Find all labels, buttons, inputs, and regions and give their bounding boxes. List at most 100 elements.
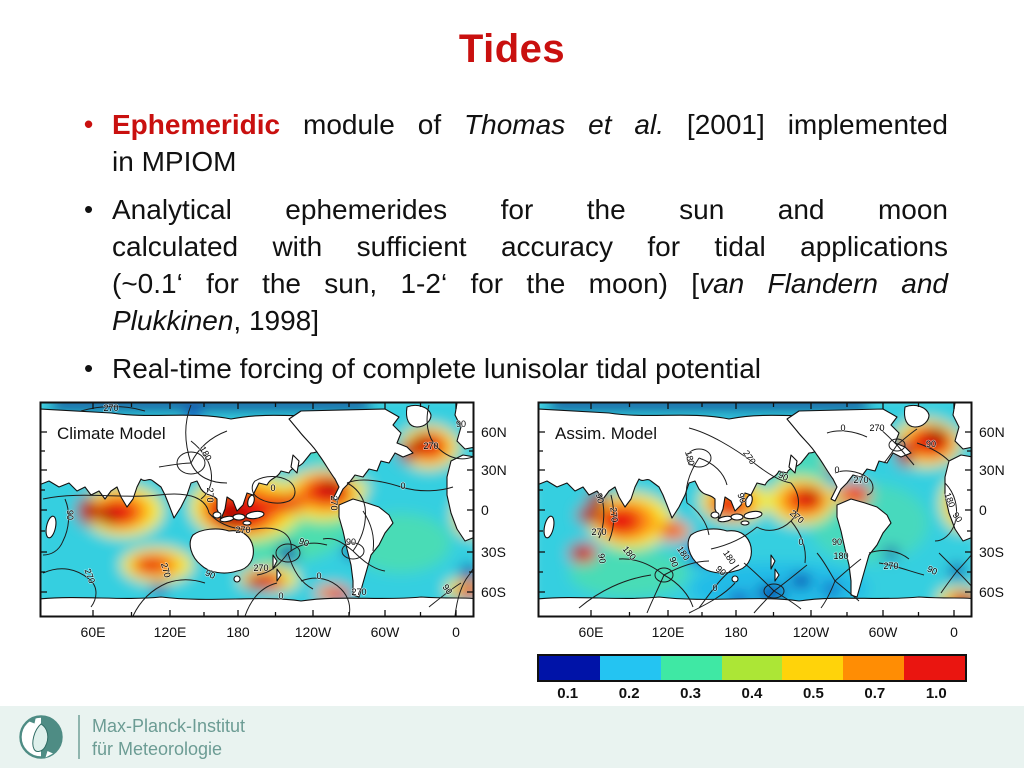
- map-label: 0: [798, 537, 803, 547]
- map-label: 90: [735, 492, 748, 505]
- colorbar-label: 0.1: [557, 685, 579, 702]
- bullet-marker: •: [84, 109, 94, 139]
- bullet-marker: •: [84, 353, 94, 383]
- footer-line2: für Meteorologie: [92, 739, 223, 760]
- phase-contours: [578, 427, 971, 614]
- map-label: 270: [253, 563, 268, 573]
- map-label: 90: [65, 510, 75, 520]
- bullet-list: • Ephemeridic module of Thomas et al. [20…: [84, 106, 948, 398]
- plot-frame: [39, 401, 475, 618]
- colorbar-label: 0.3: [680, 685, 701, 702]
- map-label: 270: [853, 475, 868, 485]
- colorbar-label: 0.2: [618, 685, 640, 702]
- assim-model-map: Assim. Model 60E 120E 180 120W 60W 0 60N 30N 0 30…: [537, 401, 1005, 640]
- colorbar-label: 0.7: [864, 685, 886, 702]
- footer: Max-Planck-Institut für Meteorologie: [0, 706, 1024, 768]
- bullet-text: Real-time forcing of complete lunisolar …: [112, 353, 761, 384]
- map-label: 60S: [481, 584, 506, 600]
- map-label: 0: [316, 571, 321, 581]
- map-label: 120E: [652, 624, 685, 640]
- map-label: 90: [777, 470, 790, 483]
- map-label: 120E: [154, 624, 187, 640]
- map-label: 60S: [979, 584, 1004, 600]
- map-label: 270: [329, 495, 339, 510]
- map-label: 30S: [979, 544, 1004, 560]
- bullet-text: Ephemeridic module of Thomas et al. [200…: [112, 109, 948, 177]
- map-label: 270: [608, 507, 619, 523]
- colorbar-cell: [721, 656, 783, 680]
- colorbar-labels: 0.1 0.2 0.3 0.4 0.5 0.7 1.0: [537, 685, 967, 702]
- phase-contours: [42, 404, 473, 616]
- map-label: 90: [926, 564, 939, 577]
- map-label: 90: [667, 556, 680, 569]
- map-label: 270: [591, 527, 606, 537]
- map-label: 0: [950, 624, 958, 640]
- map-label: 90: [456, 419, 466, 429]
- map-label: 0: [452, 624, 460, 640]
- map-label: 270: [351, 587, 366, 597]
- map-label: 120W: [793, 624, 830, 640]
- map-label: 60E: [81, 624, 106, 640]
- map-title: Assim. Model: [555, 424, 657, 443]
- map-label: 120W: [295, 624, 332, 640]
- map-label: 0: [481, 502, 489, 518]
- map-label: 30N: [979, 462, 1005, 478]
- map-label: 60W: [869, 624, 899, 640]
- colorbar-label: 0.5: [802, 685, 824, 702]
- colorbar-cells: [537, 654, 967, 682]
- climate-model-figure: Climate Model 60E 120E 180 120W 60W 0 60N 30N 0 3…: [36, 399, 512, 647]
- map-label: 0: [400, 481, 405, 491]
- bullet-item: • Real-time forcing of complete lunisolar…: [84, 350, 948, 387]
- colorbar-label: 1.0: [925, 685, 947, 702]
- footer-institute: Max-Planck-Institut für Meteorologie: [92, 715, 245, 761]
- colorbar-cell: [782, 656, 844, 680]
- colorbar-cell: [599, 656, 661, 680]
- mpi-logo: [19, 715, 63, 759]
- map-label: 270: [423, 441, 438, 451]
- map-label: 270: [883, 561, 898, 571]
- map-label: 270: [159, 562, 173, 579]
- map-label: 0: [834, 465, 839, 475]
- map-label: 90: [594, 492, 606, 504]
- map-label: 270: [235, 525, 250, 535]
- map-label: 90: [832, 537, 842, 547]
- map-title: Climate Model: [57, 424, 166, 443]
- bullet-marker: •: [84, 194, 94, 224]
- colorbar-cell: [539, 656, 600, 680]
- map-label: 60W: [371, 624, 401, 640]
- map-label: 60N: [481, 424, 507, 440]
- map-label: 0: [840, 423, 845, 433]
- colorbar: 0.1 0.2 0.3 0.4 0.5 0.7 1.0: [537, 654, 967, 702]
- map-label: 90: [596, 553, 608, 565]
- map-label: 60N: [979, 424, 1005, 440]
- slide-title: Tides: [458, 27, 566, 71]
- map-label: 30S: [481, 544, 506, 560]
- map-label: 90: [926, 439, 936, 449]
- axis-labels: 60E 120E 180 120W 60W 060N30N030S60S270902701…: [41, 402, 507, 640]
- map-label: 60E: [579, 624, 604, 640]
- map-label: 0: [979, 502, 987, 518]
- footer-divider: [78, 715, 80, 759]
- colorbar-label: 0.4: [741, 685, 763, 702]
- map-label: 0: [278, 591, 283, 601]
- map-label: 270: [103, 403, 118, 413]
- bullet-item: • Ephemeridic module of Thomas et al. [20…: [84, 106, 948, 180]
- colorbar-cell: [843, 656, 905, 680]
- map-label: 0: [270, 483, 275, 493]
- plot-frame: [537, 401, 973, 618]
- colorbar-cell: [904, 656, 966, 680]
- climate-model-map: Climate Model 60E 120E 180 120W 60W 0 60N 30N 0 3…: [39, 401, 507, 640]
- map-label: 90: [346, 537, 356, 547]
- bullet-text: Analytical ephemerides for the sun and m…: [112, 194, 949, 336]
- map-label: 180: [683, 450, 697, 467]
- map-label: 180: [226, 624, 250, 640]
- map-label: 270: [869, 423, 884, 433]
- map-label: 180: [724, 624, 748, 640]
- footer-line1: Max-Planck-Institut: [92, 716, 246, 736]
- map-label: 90: [298, 536, 311, 549]
- map-label: 0: [712, 583, 717, 593]
- map-label: 90: [204, 568, 217, 581]
- map-label: 270: [205, 487, 215, 502]
- map-label: 180: [833, 551, 848, 561]
